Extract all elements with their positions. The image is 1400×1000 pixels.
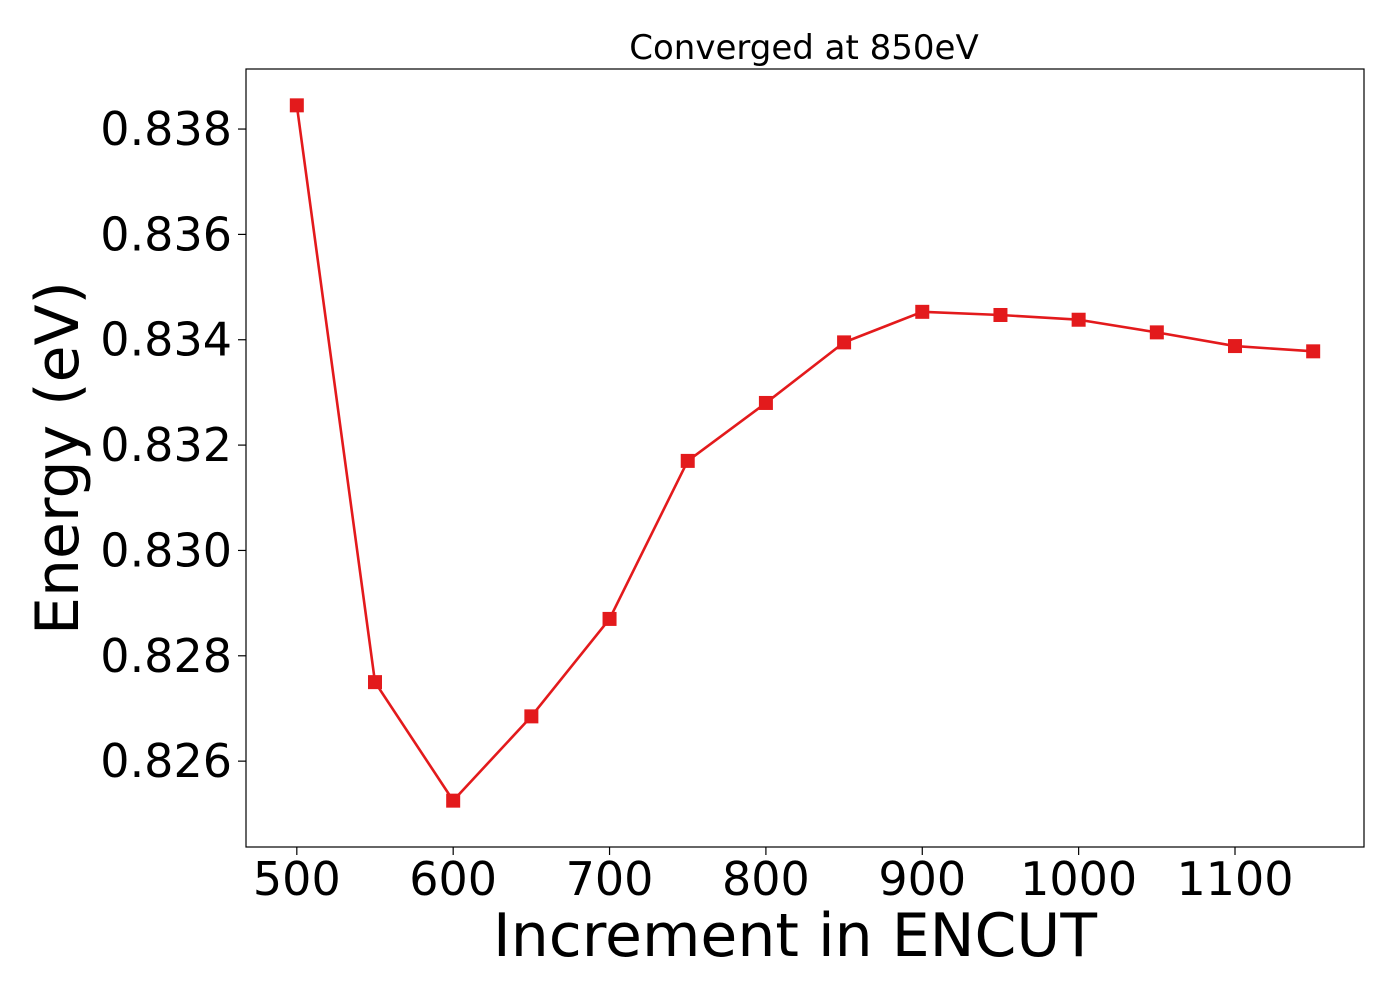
y-tick-label: 0.832 (100, 418, 232, 472)
data-point-marker (1306, 344, 1321, 359)
x-tick-label: 1000 (1020, 852, 1137, 906)
y-tick-label: 0.836 (100, 207, 232, 261)
x-tick-label: 1100 (1176, 852, 1293, 906)
data-point-marker (289, 98, 304, 113)
y-tick-label: 0.830 (100, 523, 232, 577)
x-axis-label: Increment in ENCUT (493, 901, 1097, 971)
data-point-marker (1071, 312, 1086, 327)
data-point-marker (993, 307, 1008, 322)
data-point-marker (602, 611, 617, 626)
x-tick-label: 600 (409, 852, 497, 906)
data-point-marker (1228, 339, 1242, 354)
y-tick-label: 0.838 (100, 102, 232, 156)
data-point-marker (524, 709, 539, 724)
data-point-marker (915, 304, 930, 319)
y-tick-label: 0.826 (100, 734, 232, 788)
x-axis-ticks: 500 600 700 800 900 1000 1100 (253, 847, 1294, 906)
data-point-marker (837, 335, 852, 350)
y-axis-label: Energy (eV) (23, 281, 93, 635)
data-point-marker (1149, 325, 1164, 340)
series-line (295, 105, 1314, 802)
x-tick-label: 900 (878, 852, 966, 906)
plot-series (289, 98, 1321, 808)
data-point-marker (446, 793, 461, 808)
data-point-marker (368, 675, 382, 690)
chart-title: Converged at 850eV (629, 28, 978, 68)
x-tick-label: 500 (253, 852, 341, 906)
x-tick-label: 700 (566, 852, 654, 906)
y-axis-ticks: 0.826 0.828 0.830 0.832 0.834 0.836 0.838 (100, 102, 246, 788)
data-point-marker (680, 453, 695, 468)
plot-area-frame (245, 68, 1365, 848)
y-tick-label: 0.828 (100, 629, 232, 683)
y-tick-label: 0.834 (100, 313, 232, 367)
x-tick-label: 800 (722, 852, 810, 906)
data-point-marker (758, 395, 773, 410)
